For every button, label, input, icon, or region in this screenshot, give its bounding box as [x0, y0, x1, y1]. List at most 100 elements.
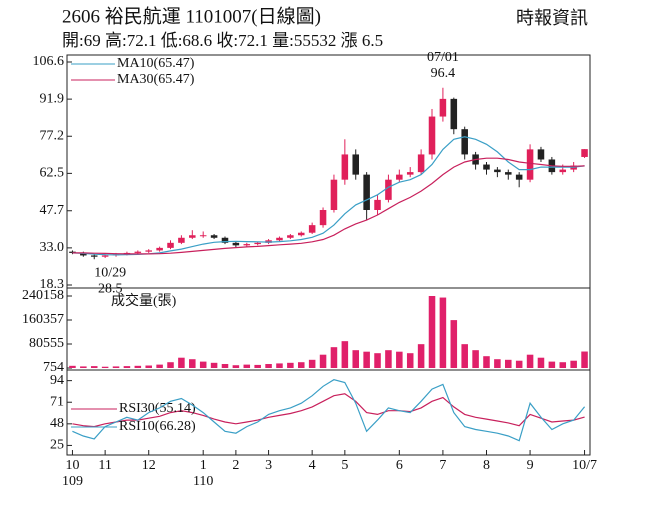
candle-body [134, 251, 142, 253]
volume-bar [308, 359, 316, 368]
line [72, 157, 585, 255]
volume-bar [330, 347, 338, 368]
volume-bar [232, 365, 240, 368]
candle-body [69, 251, 76, 253]
x-tick-label: 8 [483, 458, 490, 473]
volume-bar [505, 359, 512, 368]
candle-body [90, 255, 98, 257]
x-tick-label: 1 [200, 458, 207, 473]
candle-body [483, 164, 490, 170]
candle-body [254, 242, 261, 245]
x-year-label: 109 [62, 474, 83, 489]
x-tick-label: 3 [265, 458, 272, 473]
y-tick-label: 160357 [22, 312, 64, 327]
x-tick-label: 9 [527, 458, 534, 473]
volume-bar [123, 366, 131, 368]
candle-body [297, 232, 305, 236]
candle-body [156, 247, 163, 251]
volume-bar [265, 364, 272, 368]
y-tick-label: 80555 [29, 336, 64, 351]
annotation-date: 07/01 [427, 50, 459, 65]
candle-body [199, 235, 207, 237]
volume-bar [461, 344, 468, 368]
volume-bar [406, 353, 414, 368]
volume-bar [494, 359, 501, 368]
volume-bar [101, 366, 109, 368]
price-frame [66, 54, 591, 289]
volume-bar [483, 356, 490, 368]
candle-body [178, 237, 185, 243]
y-tick-label: 33.0 [40, 240, 65, 255]
volume-bar [297, 362, 305, 368]
candle-body [396, 174, 403, 180]
x-tick-label: 2 [232, 458, 239, 473]
volume-bar [352, 350, 360, 368]
volume-bar [363, 351, 370, 368]
candle-body [243, 244, 251, 246]
y-tick-label: 77.2 [40, 128, 65, 143]
candle-body [167, 242, 174, 248]
volume-bar [90, 366, 98, 368]
x-tick-label: 12 [142, 458, 156, 473]
candle-body [450, 98, 458, 130]
x-tick-label: 6 [396, 458, 403, 473]
legend-label: MA30(65.47) [117, 72, 195, 87]
volume-bar [243, 364, 251, 368]
line [72, 393, 585, 428]
y-tick-label: 94 [50, 373, 64, 388]
y-tick-label: 106.6 [33, 54, 65, 69]
volume-bar [221, 364, 229, 368]
candle-body [352, 154, 360, 175]
y-tick-label: 18.3 [40, 277, 65, 292]
legend-label: MA10(65.47) [117, 56, 195, 71]
candle-body [505, 172, 512, 175]
x-tick-label: 10/7 [572, 458, 597, 473]
y-tick-label: 47.7 [40, 203, 65, 218]
volume-bar [178, 357, 185, 368]
x-tick-label: 5 [341, 458, 348, 473]
annotation-date: 10/29 [94, 265, 126, 280]
volume-bar [276, 363, 283, 368]
candle-body [221, 237, 229, 243]
candle-body [210, 235, 218, 238]
candle-body [406, 172, 414, 175]
y-tick-label: 62.5 [40, 166, 65, 181]
volume-bar [210, 362, 218, 368]
volume-bar [428, 296, 436, 368]
legend-label: RSI10(66.28) [119, 419, 196, 434]
candle-body [101, 255, 109, 257]
volume-bar [319, 354, 327, 368]
candle-body [559, 169, 567, 173]
x-tick-label: 4 [309, 458, 316, 473]
y-tick-label: 71 [50, 394, 64, 409]
x-tick-label: 11 [98, 458, 111, 473]
volume-bar [472, 350, 479, 368]
candle-body [385, 179, 392, 200]
y-tick-label: 48 [50, 416, 64, 431]
candle-body [287, 235, 294, 238]
y-tick-label: 91.9 [40, 91, 65, 106]
volume-bar [145, 365, 152, 368]
volume-bar [167, 362, 174, 368]
candle-body [581, 149, 588, 157]
volume-bar [450, 320, 458, 368]
volume-bar [439, 297, 447, 368]
volume-bar [134, 365, 142, 368]
volume-bar [156, 364, 163, 368]
volume-bar [396, 351, 403, 368]
volume-bar [199, 361, 207, 368]
y-tick-label: 754 [43, 360, 64, 375]
volume-bar [69, 365, 76, 368]
candle-body [428, 116, 436, 155]
candle-body [341, 154, 349, 180]
line [72, 379, 586, 442]
line [72, 136, 585, 256]
volume-bar [254, 364, 261, 368]
candle-body [308, 225, 316, 233]
candle-body [276, 237, 283, 241]
volume-bar [374, 353, 381, 368]
candle-body [232, 242, 240, 246]
chart-title: 2606 裕民航運 1101007(日線圖) [62, 5, 321, 27]
volume-bar [515, 360, 523, 368]
volume-bar [80, 366, 87, 368]
